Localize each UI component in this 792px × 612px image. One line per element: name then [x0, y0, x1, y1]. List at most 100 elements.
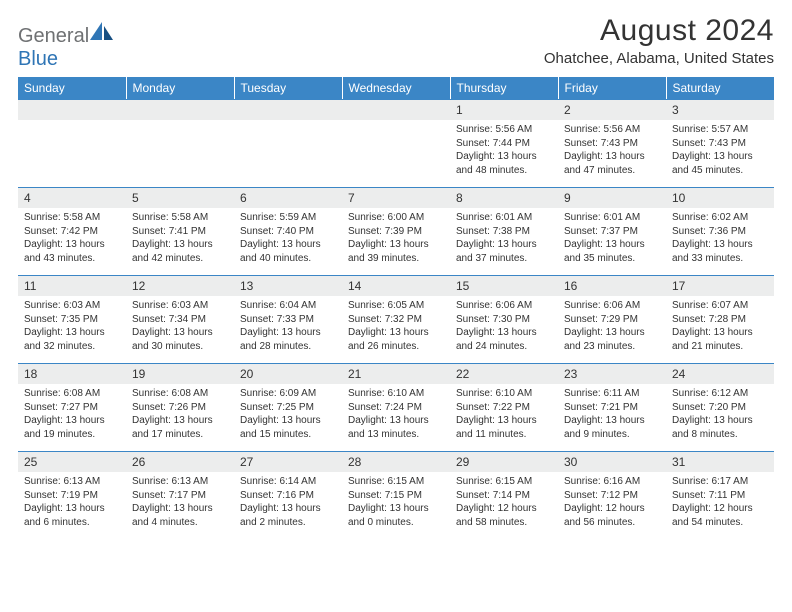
- day-details: Sunrise: 6:02 AMSunset: 7:36 PMDaylight:…: [666, 208, 774, 271]
- day-cell: 21Sunrise: 6:10 AMSunset: 7:24 PMDayligh…: [342, 363, 450, 451]
- daylight-line: Daylight: 12 hours and 56 minutes.: [564, 503, 645, 528]
- day-details: Sunrise: 6:11 AMSunset: 7:21 PMDaylight:…: [558, 384, 666, 447]
- daylight-line: Daylight: 13 hours and 47 minutes.: [564, 151, 645, 176]
- daylight-line: Daylight: 13 hours and 24 minutes.: [456, 327, 537, 352]
- day-details: Sunrise: 6:15 AMSunset: 7:14 PMDaylight:…: [450, 472, 558, 535]
- day-cell: 15Sunrise: 6:06 AMSunset: 7:30 PMDayligh…: [450, 275, 558, 363]
- day-number: 31: [666, 451, 774, 472]
- day-number: 22: [450, 363, 558, 384]
- sunset-line: Sunset: 7:40 PM: [240, 226, 314, 237]
- day-cell: 7Sunrise: 6:00 AMSunset: 7:39 PMDaylight…: [342, 187, 450, 275]
- sunrise-line: Sunrise: 6:01 AM: [564, 212, 640, 223]
- daylight-line: Daylight: 12 hours and 54 minutes.: [672, 503, 753, 528]
- sunrise-line: Sunrise: 6:08 AM: [24, 388, 100, 399]
- location-text: Ohatchee, Alabama, United States: [544, 50, 774, 67]
- day-cell: 26Sunrise: 6:13 AMSunset: 7:17 PMDayligh…: [126, 451, 234, 539]
- sunset-line: Sunset: 7:27 PM: [24, 402, 98, 413]
- weekday-header: Saturday: [666, 77, 774, 99]
- day-cell: [126, 99, 234, 187]
- day-number: 15: [450, 275, 558, 296]
- day-cell: 12Sunrise: 6:03 AMSunset: 7:34 PMDayligh…: [126, 275, 234, 363]
- day-details: Sunrise: 6:01 AMSunset: 7:37 PMDaylight:…: [558, 208, 666, 271]
- day-details: Sunrise: 6:08 AMSunset: 7:26 PMDaylight:…: [126, 384, 234, 447]
- day-number-empty: [18, 99, 126, 120]
- day-number: 26: [126, 451, 234, 472]
- day-cell: 13Sunrise: 6:04 AMSunset: 7:33 PMDayligh…: [234, 275, 342, 363]
- weekday-header: Friday: [558, 77, 666, 99]
- day-cell: 24Sunrise: 6:12 AMSunset: 7:20 PMDayligh…: [666, 363, 774, 451]
- brand-word1: General: [18, 25, 89, 47]
- day-number: 10: [666, 187, 774, 208]
- day-cell: 8Sunrise: 6:01 AMSunset: 7:38 PMDaylight…: [450, 187, 558, 275]
- daylight-line: Daylight: 13 hours and 15 minutes.: [240, 415, 321, 440]
- brand-logo: General Blue: [18, 14, 115, 71]
- sunrise-line: Sunrise: 6:01 AM: [456, 212, 532, 223]
- sunrise-line: Sunrise: 5:58 AM: [24, 212, 100, 223]
- day-cell: 30Sunrise: 6:16 AMSunset: 7:12 PMDayligh…: [558, 451, 666, 539]
- day-details: Sunrise: 6:13 AMSunset: 7:19 PMDaylight:…: [18, 472, 126, 535]
- sunset-line: Sunset: 7:30 PM: [456, 314, 530, 325]
- sunset-line: Sunset: 7:26 PM: [132, 402, 206, 413]
- sunrise-line: Sunrise: 6:02 AM: [672, 212, 748, 223]
- sunset-line: Sunset: 7:29 PM: [564, 314, 638, 325]
- sunrise-line: Sunrise: 6:04 AM: [240, 300, 316, 311]
- daylight-line: Daylight: 13 hours and 48 minutes.: [456, 151, 537, 176]
- sunrise-line: Sunrise: 6:14 AM: [240, 476, 316, 487]
- day-details: Sunrise: 6:06 AMSunset: 7:29 PMDaylight:…: [558, 296, 666, 359]
- day-cell: 3Sunrise: 5:57 AMSunset: 7:43 PMDaylight…: [666, 99, 774, 187]
- day-cell: 18Sunrise: 6:08 AMSunset: 7:27 PMDayligh…: [18, 363, 126, 451]
- daylight-line: Daylight: 13 hours and 30 minutes.: [132, 327, 213, 352]
- week-row: 4Sunrise: 5:58 AMSunset: 7:42 PMDaylight…: [18, 187, 774, 275]
- day-number: 3: [666, 99, 774, 120]
- day-cell: 2Sunrise: 5:56 AMSunset: 7:43 PMDaylight…: [558, 99, 666, 187]
- daylight-line: Daylight: 13 hours and 35 minutes.: [564, 239, 645, 264]
- sunset-line: Sunset: 7:20 PM: [672, 402, 746, 413]
- day-number: 9: [558, 187, 666, 208]
- day-number: 27: [234, 451, 342, 472]
- brand-word2: Blue: [18, 48, 58, 70]
- day-number: 30: [558, 451, 666, 472]
- sunrise-line: Sunrise: 6:15 AM: [456, 476, 532, 487]
- day-details: Sunrise: 6:16 AMSunset: 7:12 PMDaylight:…: [558, 472, 666, 535]
- day-number: 5: [126, 187, 234, 208]
- weekday-header: Tuesday: [234, 77, 342, 99]
- day-cell: 6Sunrise: 5:59 AMSunset: 7:40 PMDaylight…: [234, 187, 342, 275]
- day-cell: 10Sunrise: 6:02 AMSunset: 7:36 PMDayligh…: [666, 187, 774, 275]
- day-number: 12: [126, 275, 234, 296]
- day-cell: 22Sunrise: 6:10 AMSunset: 7:22 PMDayligh…: [450, 363, 558, 451]
- sunset-line: Sunset: 7:15 PM: [348, 490, 422, 501]
- day-details: Sunrise: 6:10 AMSunset: 7:24 PMDaylight:…: [342, 384, 450, 447]
- day-number: 20: [234, 363, 342, 384]
- day-number-empty: [234, 99, 342, 120]
- header: General Blue August 2024 Ohatchee, Alaba…: [18, 14, 774, 71]
- day-number: 1: [450, 99, 558, 120]
- daylight-line: Daylight: 13 hours and 42 minutes.: [132, 239, 213, 264]
- day-cell: 14Sunrise: 6:05 AMSunset: 7:32 PMDayligh…: [342, 275, 450, 363]
- day-cell: 4Sunrise: 5:58 AMSunset: 7:42 PMDaylight…: [18, 187, 126, 275]
- daylight-line: Daylight: 13 hours and 0 minutes.: [348, 503, 429, 528]
- day-number: 7: [342, 187, 450, 208]
- day-cell: 27Sunrise: 6:14 AMSunset: 7:16 PMDayligh…: [234, 451, 342, 539]
- day-cell: 5Sunrise: 5:58 AMSunset: 7:41 PMDaylight…: [126, 187, 234, 275]
- day-details: Sunrise: 6:05 AMSunset: 7:32 PMDaylight:…: [342, 296, 450, 359]
- day-number: 17: [666, 275, 774, 296]
- day-cell: 28Sunrise: 6:15 AMSunset: 7:15 PMDayligh…: [342, 451, 450, 539]
- day-details: Sunrise: 6:14 AMSunset: 7:16 PMDaylight:…: [234, 472, 342, 535]
- day-details: Sunrise: 6:09 AMSunset: 7:25 PMDaylight:…: [234, 384, 342, 447]
- sunset-line: Sunset: 7:34 PM: [132, 314, 206, 325]
- daylight-line: Daylight: 13 hours and 40 minutes.: [240, 239, 321, 264]
- day-number: 23: [558, 363, 666, 384]
- day-cell: 16Sunrise: 6:06 AMSunset: 7:29 PMDayligh…: [558, 275, 666, 363]
- day-number: 29: [450, 451, 558, 472]
- sunset-line: Sunset: 7:28 PM: [672, 314, 746, 325]
- day-cell: [234, 99, 342, 187]
- day-cell: 25Sunrise: 6:13 AMSunset: 7:19 PMDayligh…: [18, 451, 126, 539]
- day-number: 14: [342, 275, 450, 296]
- sunrise-line: Sunrise: 6:06 AM: [564, 300, 640, 311]
- week-row: 11Sunrise: 6:03 AMSunset: 7:35 PMDayligh…: [18, 275, 774, 363]
- sunset-line: Sunset: 7:36 PM: [672, 226, 746, 237]
- sunset-line: Sunset: 7:38 PM: [456, 226, 530, 237]
- sunset-line: Sunset: 7:12 PM: [564, 490, 638, 501]
- day-number: 19: [126, 363, 234, 384]
- sunset-line: Sunset: 7:17 PM: [132, 490, 206, 501]
